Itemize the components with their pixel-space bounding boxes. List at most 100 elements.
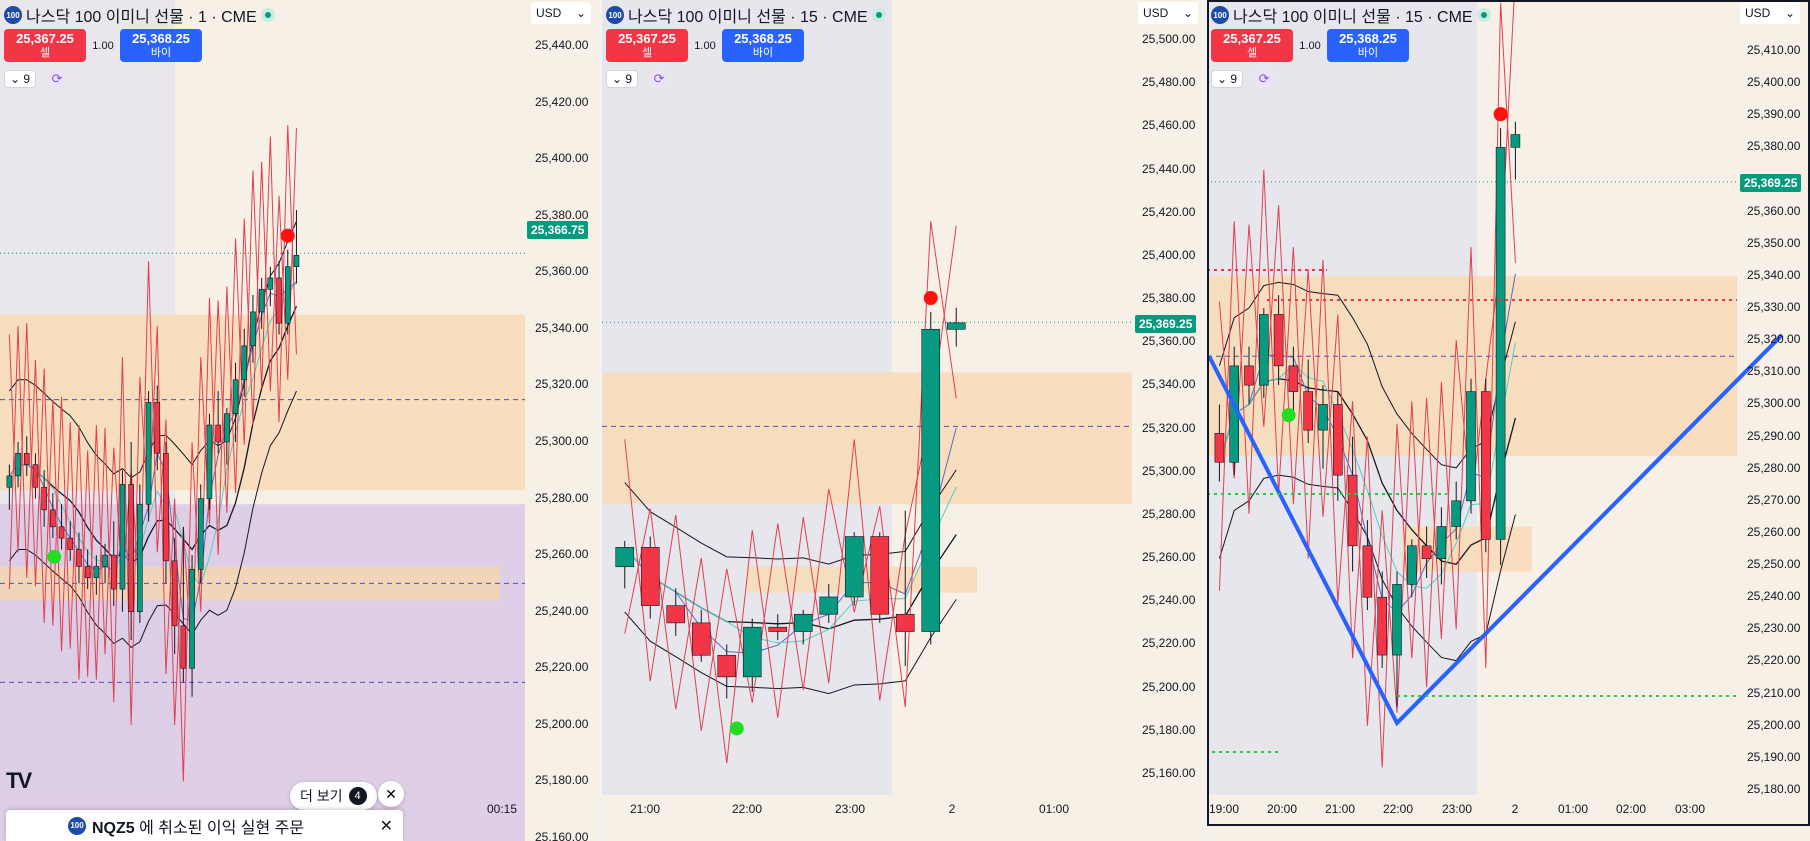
indicators-toggle[interactable]: ⌄ 9 bbox=[1211, 70, 1244, 88]
trade-buttons: 25,367.25 셀 1.00 25,368.25 바이 bbox=[4, 29, 202, 62]
panel-divider[interactable] bbox=[600, 0, 602, 841]
candle-body bbox=[128, 484, 134, 613]
panel-divider[interactable] bbox=[1205, 0, 1207, 841]
mid-ma-line bbox=[1218, 342, 1516, 589]
sync-icon[interactable]: ⟳ bbox=[1255, 70, 1274, 88]
last-price-tag: 25,366.75 bbox=[527, 221, 589, 239]
candle-body bbox=[1377, 596, 1387, 656]
price-axis-label: 25,380.00 bbox=[1142, 291, 1196, 306]
upper-band-line bbox=[8, 221, 297, 479]
symbol-title: 나스닥 100 이미니 선물 · 1 · CME bbox=[26, 9, 257, 26]
candle-body bbox=[250, 311, 256, 347]
order-quantity[interactable]: 1.00 bbox=[92, 39, 114, 52]
candle-body bbox=[102, 554, 108, 567]
more-notifications-button[interactable]: 더 보기 4 bbox=[290, 782, 377, 810]
lower-band-line bbox=[624, 599, 957, 695]
candle-body bbox=[1258, 314, 1269, 386]
sync-icon[interactable]: ⟳ bbox=[650, 70, 669, 88]
sell-button[interactable]: 25,367.25 셀 bbox=[606, 29, 688, 62]
chevron-down-icon: ⌄ bbox=[1182, 6, 1193, 20]
symbol-header[interactable]: 100 나스닥 100 이미니 선물 · 1 · CME bbox=[4, 3, 275, 27]
time-axis-label: 01:00 bbox=[1038, 802, 1070, 816]
price-axis-label: 25,260.00 bbox=[1142, 550, 1196, 565]
candle-body bbox=[1333, 404, 1343, 476]
symbol-header[interactable]: 100 나스닥 100 이미니 선물 · 15 · CME bbox=[1211, 3, 1491, 27]
close-icon[interactable]: ✕ bbox=[379, 817, 393, 835]
candle-body bbox=[768, 626, 788, 632]
candle-body bbox=[717, 654, 737, 678]
currency-select[interactable]: USD ⌄ bbox=[1740, 2, 1800, 24]
tradingview-logo-icon[interactable]: TV bbox=[6, 768, 32, 793]
buy-button[interactable]: 25,368.25 바이 bbox=[120, 29, 202, 62]
time-axis-label: 2 bbox=[1511, 802, 1519, 816]
time-axis-label: 21:00 bbox=[1324, 802, 1356, 816]
sell-button[interactable]: 25,367.25 셀 bbox=[1211, 29, 1293, 62]
price-axis-label: 25,270.00 bbox=[1747, 492, 1801, 507]
indicator-bar: ⌄ 9 ⟳ bbox=[4, 70, 67, 88]
candle-body bbox=[137, 503, 143, 613]
mid-ma-line bbox=[624, 486, 957, 644]
candle-body bbox=[1303, 391, 1313, 431]
sell-signal-dot bbox=[280, 228, 295, 243]
notification-toast[interactable]: 100 NQZ5 에 취소된 이익 실현 주문 ✕ bbox=[6, 810, 403, 841]
currency-select[interactable]: USD ⌄ bbox=[531, 2, 591, 24]
time-axis-label: 03:00 bbox=[1674, 802, 1706, 816]
buy-button[interactable]: 25,368.25 바이 bbox=[722, 29, 804, 62]
buy-signal-dot bbox=[1281, 408, 1296, 423]
sell-signal-dot bbox=[1493, 107, 1508, 122]
price-axis-label: 25,360.00 bbox=[535, 264, 589, 279]
candle-body bbox=[1510, 134, 1521, 148]
time-axis-label: 22:00 bbox=[1382, 802, 1414, 816]
chart-plot-area[interactable] bbox=[602, 0, 1205, 841]
buy-button[interactable]: 25,368.25 바이 bbox=[1327, 29, 1409, 62]
price-axis-label: 25,400.00 bbox=[535, 151, 589, 166]
order-quantity[interactable]: 1.00 bbox=[694, 39, 716, 52]
last-price-tag: 25,369.25 bbox=[1740, 174, 1802, 192]
candle-body bbox=[1318, 404, 1328, 431]
candle-body bbox=[232, 379, 239, 415]
candle-body bbox=[67, 537, 74, 550]
trendline bbox=[1207, 333, 1784, 727]
price-axis-label: 25,340.00 bbox=[535, 320, 589, 335]
chart-panel-2[interactable]: 100 나스닥 100 이미니 선물 · 15 · CME 25,367.25 셀… bbox=[602, 0, 1205, 841]
indicators-toggle[interactable]: ⌄ 9 bbox=[606, 70, 639, 88]
candle-body bbox=[1392, 584, 1402, 656]
price-axis-label: 25,410.00 bbox=[1747, 43, 1801, 57]
price-axis-label: 25,330.00 bbox=[1747, 300, 1801, 315]
oscillator-line bbox=[1218, 2, 1516, 726]
symbol-title: 나스닥 100 이미니 선물 · 15 · CME bbox=[628, 9, 868, 26]
candle-body bbox=[1273, 314, 1284, 367]
price-axis-label: 25,280.00 bbox=[1142, 506, 1196, 521]
close-icon[interactable]: ✕ bbox=[378, 781, 404, 807]
chart-plot-area[interactable] bbox=[0, 0, 600, 841]
sell-button[interactable]: 25,367.25 셀 bbox=[4, 29, 86, 62]
candle-body bbox=[119, 484, 126, 590]
candle-body bbox=[180, 625, 187, 669]
currency-select[interactable]: USD ⌄ bbox=[1138, 2, 1198, 24]
candle-body bbox=[1466, 391, 1476, 502]
price-axis-label: 25,440.00 bbox=[535, 38, 589, 52]
indicators-toggle[interactable]: ⌄ 9 bbox=[4, 70, 37, 88]
sync-icon[interactable]: ⟳ bbox=[48, 70, 67, 88]
candle-body bbox=[41, 486, 47, 511]
price-axis-label: 25,160.00 bbox=[1142, 766, 1196, 780]
symbol-header[interactable]: 100 나스닥 100 이미니 선물 · 15 · CME bbox=[606, 3, 886, 27]
candle-body bbox=[284, 266, 291, 324]
price-axis-label: 25,320.00 bbox=[535, 377, 589, 392]
candle-body bbox=[267, 277, 274, 290]
price-axis-label: 25,260.00 bbox=[535, 547, 589, 562]
chart-panel-1[interactable]: 100 나스닥 100 이미니 선물 · 1 · CME 25,367.25 셀 … bbox=[0, 0, 600, 841]
nasdaq-logo-icon: 100 bbox=[4, 6, 22, 24]
order-quantity[interactable]: 1.00 bbox=[1299, 39, 1321, 52]
candle-body bbox=[615, 547, 635, 568]
candle-body bbox=[215, 424, 221, 443]
price-axis-label: 25,160.00 bbox=[535, 830, 589, 841]
chart-plot-area[interactable] bbox=[1207, 0, 1810, 841]
chart-panel-3[interactable]: 100 나스닥 100 이미니 선물 · 15 · CME 25,367.25 셀… bbox=[1207, 0, 1810, 841]
candle-body bbox=[1288, 365, 1299, 392]
price-axis-label: 25,290.00 bbox=[1747, 428, 1801, 443]
price-axis-label: 25,350.00 bbox=[1747, 235, 1801, 250]
candle-body bbox=[1451, 500, 1461, 527]
price-axis-label: 25,420.00 bbox=[535, 94, 589, 109]
candle-body bbox=[1362, 545, 1373, 598]
